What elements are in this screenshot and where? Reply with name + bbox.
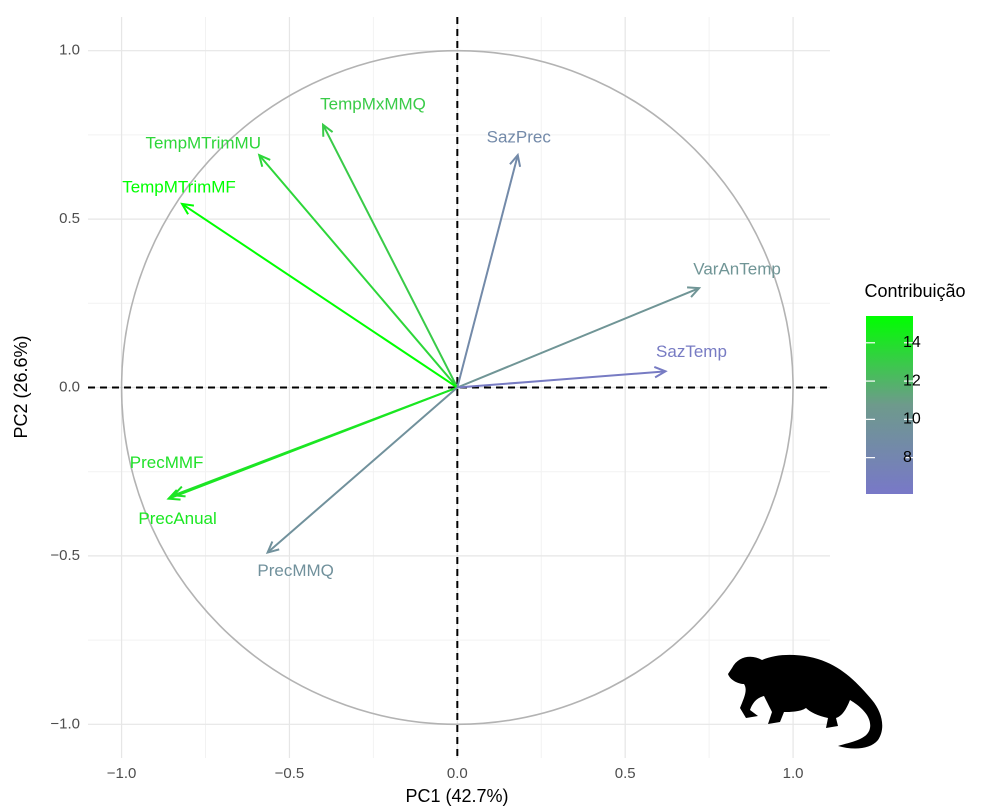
y-tick-label: −1.0: [50, 715, 80, 732]
colorbar-tick-label: 12: [903, 372, 921, 389]
variable-label: TempMTrimMF: [122, 177, 236, 196]
variable-label: TempMTrimMU: [145, 134, 261, 153]
x-tick-label: −0.5: [275, 765, 305, 782]
colorbar-tick-label: 14: [903, 334, 921, 351]
variable-label: SazPrec: [487, 128, 552, 147]
y-tick-label: 1.0: [59, 42, 80, 59]
y-tick-label: −0.5: [50, 547, 80, 564]
x-tick-label: 1.0: [783, 765, 804, 782]
colorbar-tick-label: 8: [903, 449, 912, 466]
x-tick-label: 0.5: [615, 765, 636, 782]
y-axis-title: PC2 (26.6%): [11, 335, 31, 438]
x-axis-title: PC1 (42.7%): [405, 786, 508, 806]
variable-label: SazTemp: [656, 342, 727, 361]
page: {"chart_data": {"type": "pca-variables",…: [0, 0, 986, 809]
y-tick-label: 0.0: [59, 378, 80, 395]
x-tick-label: 0.0: [447, 765, 468, 782]
animal-silhouette: [728, 655, 882, 749]
arrow: [323, 125, 457, 388]
variable-label: TempMxMMQ: [320, 94, 426, 113]
colorbar-tick-label: 10: [903, 411, 921, 428]
variable-label: PrecMMQ: [257, 561, 334, 580]
variable-label: PrecMMF: [130, 453, 204, 472]
variable-label: PrecAnual: [138, 509, 216, 528]
chart: PC1 (42.7%) PC2 (26.6%) Contribuição −1.…: [0, 0, 986, 809]
arrow: [457, 155, 517, 387]
legend-title: Contribuição: [864, 281, 965, 301]
x-tick-label: −1.0: [107, 765, 137, 782]
arrow: [169, 388, 458, 499]
arrow: [182, 204, 457, 388]
arrow: [268, 388, 458, 553]
variable-label: VarAnTemp: [693, 260, 781, 279]
arrow-head: [182, 204, 194, 214]
y-tick-label: 0.5: [59, 210, 80, 227]
